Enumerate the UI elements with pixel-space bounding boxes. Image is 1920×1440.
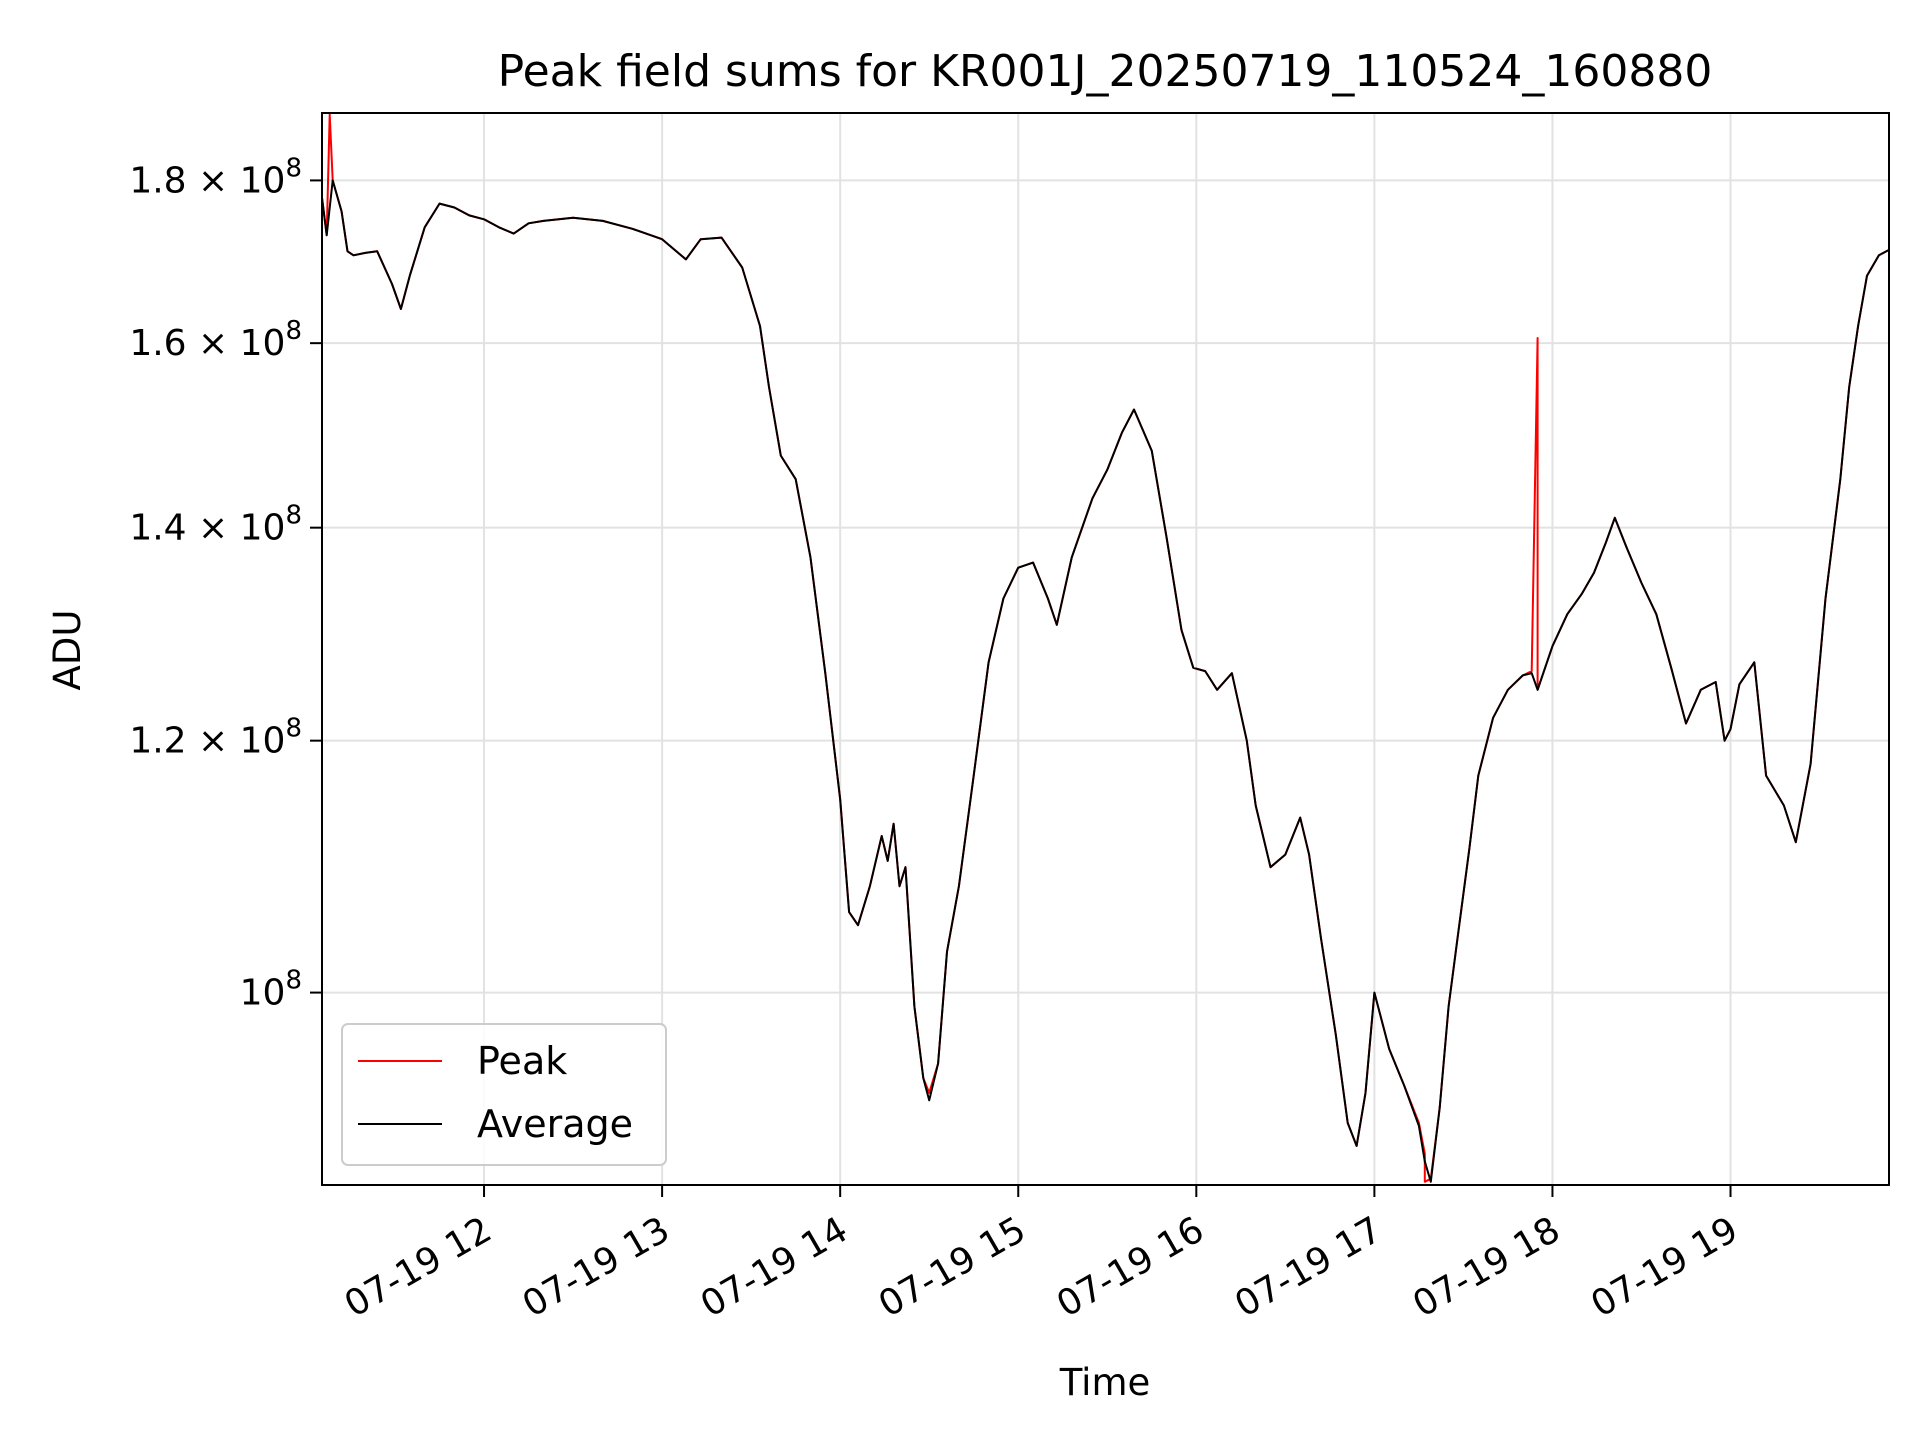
legend-box <box>341 1023 667 1166</box>
y-tick-label: 1.8 × 108 <box>129 153 302 201</box>
plot-frame <box>321 112 1890 1186</box>
y-axis: 108 1.2 × 108 1.4 × 108 1.6 × 108 1.8 × 108 <box>129 153 322 1014</box>
y-tick-label: 108 <box>240 966 302 1014</box>
series-line-average <box>322 179 1889 1183</box>
legend-label-average: Average <box>477 1102 633 1146</box>
legend-label-peak: Peak <box>477 1039 567 1083</box>
legend: Peak Average <box>341 1023 667 1166</box>
x-axis-title: Time <box>1059 1361 1151 1404</box>
grid <box>322 113 1889 1185</box>
y-tick-label: 1.2 × 108 <box>129 714 302 762</box>
plot-series <box>322 113 1889 1183</box>
y-tick-label: 1.6 × 108 <box>129 316 302 364</box>
chart-title: Peak field sums for KR001J_20250719_1105… <box>498 46 1713 97</box>
y-axis-title: ADU <box>46 610 89 691</box>
y-tick-label: 1.4 × 108 <box>129 501 302 549</box>
